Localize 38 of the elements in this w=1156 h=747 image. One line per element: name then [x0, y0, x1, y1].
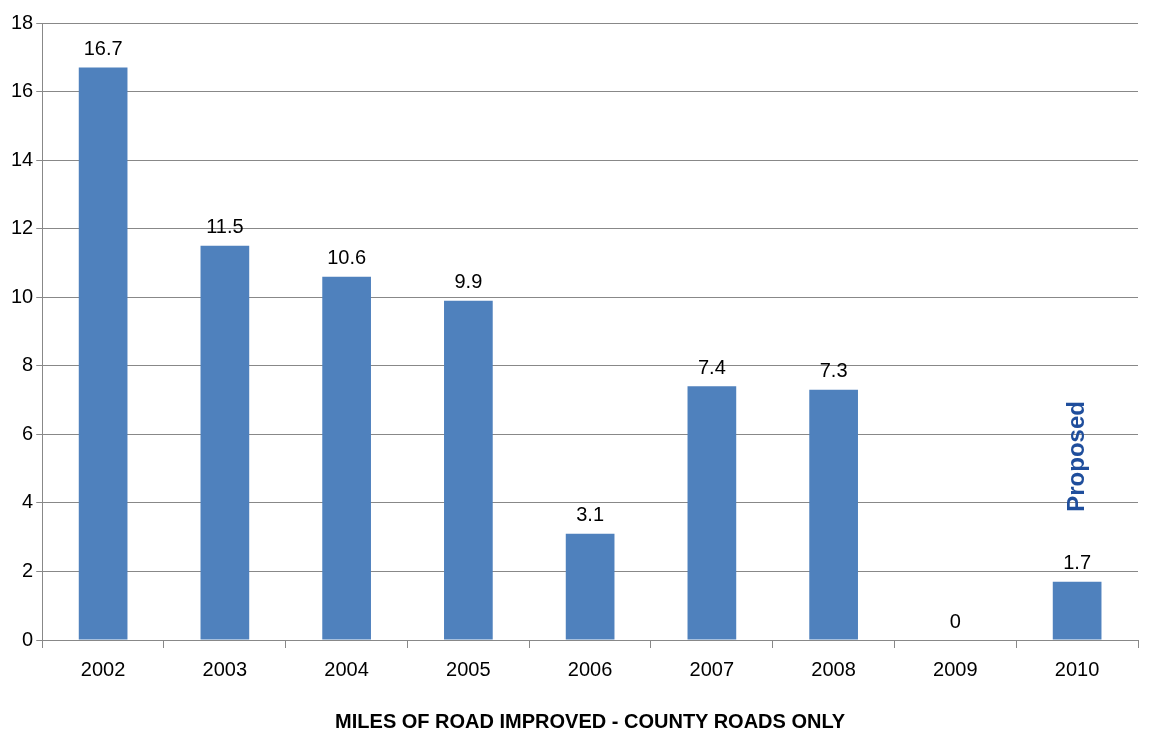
- y-tick-label: 6: [22, 421, 34, 444]
- y-tick-label: 12: [11, 216, 34, 239]
- y-tick-label: 0: [22, 627, 34, 650]
- data-label: 11.5: [206, 215, 244, 238]
- x-axis-title: MILES OF ROAD IMPROVED - COUNTY ROADS ONLY: [335, 709, 846, 732]
- bar: [322, 276, 371, 640]
- bar: [809, 389, 858, 640]
- data-label: 9.9: [454, 270, 483, 293]
- data-label: 16.7: [83, 37, 123, 60]
- bar: [200, 245, 250, 640]
- y-tick-label: 16: [11, 79, 34, 102]
- annotation: Proposed: [1061, 401, 1089, 512]
- y-tick-label: 10: [11, 284, 34, 307]
- bar: [1052, 581, 1102, 640]
- x-tick-label: 2007: [689, 657, 735, 680]
- y-tick-label: 14: [11, 147, 34, 170]
- x-tick-label: 2005: [446, 657, 491, 680]
- bar: [565, 533, 615, 640]
- x-tick-label: 2004: [324, 657, 369, 680]
- data-label: 7.4: [697, 355, 726, 378]
- bar: [444, 300, 493, 640]
- data-label: 1.7: [1063, 551, 1092, 574]
- x-tick-label: 2003: [202, 657, 248, 680]
- x-tick-label: 2002: [80, 657, 126, 680]
- bar: [687, 386, 737, 640]
- x-tick-label: 2006: [567, 657, 613, 680]
- data-label: 10.6: [327, 246, 367, 269]
- x-tick-label: 2008: [811, 657, 856, 680]
- y-tick-label: 2: [22, 558, 34, 581]
- x-tick-label: 2009: [933, 657, 978, 680]
- data-label: 0: [949, 609, 961, 632]
- bar: [78, 67, 128, 640]
- y-tick-label: 4: [22, 490, 34, 513]
- data-label: 7.3: [819, 359, 848, 382]
- y-tick-label: 8: [22, 353, 34, 376]
- data-label: 3.1: [576, 503, 605, 526]
- y-tick-label: 18: [11, 10, 34, 33]
- x-tick-label: 2010: [1054, 657, 1100, 680]
